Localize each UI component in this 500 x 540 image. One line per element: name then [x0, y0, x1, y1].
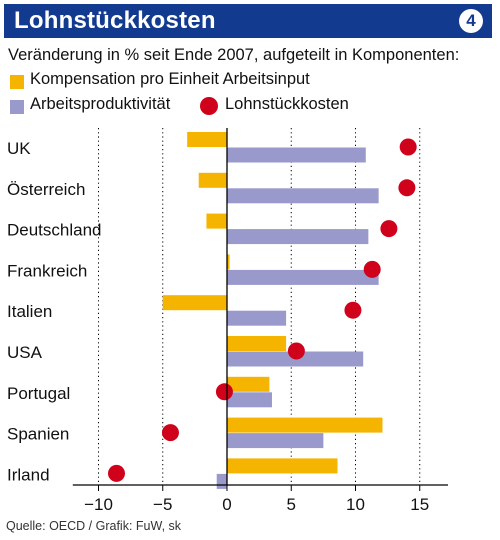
- legend-swatch-produktivitaet: [10, 100, 24, 114]
- category-label: Deutschland: [7, 221, 102, 240]
- chart-subtitle: Veränderung in % seit Ende 2007, aufgete…: [8, 46, 460, 64]
- category-label: Spanien: [7, 425, 69, 444]
- legend-swatch-kompensation: [10, 75, 24, 89]
- point-lohnstueckkosten: [398, 179, 416, 197]
- bar-kompensation: [227, 336, 287, 351]
- category-label: UK: [7, 139, 31, 158]
- x-tick-label: 10: [346, 495, 365, 514]
- source-note: Quelle: OECD / Grafik: FuW, sk: [6, 519, 182, 533]
- point-lohnstueckkosten: [161, 424, 179, 442]
- bar-kompensation: [227, 254, 230, 270]
- category-label: Portugal: [7, 384, 70, 403]
- legend-label-lohnstueck: Lohnstückkosten: [225, 95, 349, 113]
- bar-kompensation: [198, 172, 227, 188]
- bar-kompensation: [227, 376, 270, 392]
- category-label: Irland: [7, 465, 50, 484]
- bar-kompensation: [162, 295, 227, 311]
- legend-label-produktivitaet: Arbeitsproduktivität: [30, 95, 171, 113]
- x-tick-label: 5: [287, 495, 296, 514]
- chart-title: Lohnstückkosten: [14, 7, 216, 34]
- bar-kompensation: [187, 132, 227, 147]
- category-label: Frankreich: [7, 261, 87, 280]
- bar-produktivitaet: [227, 392, 272, 408]
- point-lohnstueckkosten: [399, 138, 417, 156]
- bar-produktivitaet: [227, 147, 366, 163]
- bar-produktivitaet: [227, 433, 324, 449]
- point-lohnstueckkosten: [344, 301, 362, 319]
- title-bar: Lohnstückkosten 4: [4, 4, 492, 38]
- bar-produktivitaet: [227, 188, 379, 204]
- point-lohnstueckkosten: [363, 260, 381, 278]
- point-lohnstueckkosten: [287, 342, 305, 360]
- bar-produktivitaet: [227, 269, 379, 285]
- point-lohnstueckkosten: [215, 383, 233, 401]
- chart-plot: UK Österreich Deutschland Frankreich Italien…: [7, 128, 449, 514]
- x-tick-label: 0: [222, 495, 231, 514]
- legend-label-kompensation: Kompensation pro Einheit Arbeitsinput: [30, 70, 310, 88]
- bar-kompensation: [227, 417, 383, 433]
- x-tick-label: −10: [84, 495, 113, 514]
- category-label: Italien: [7, 302, 52, 321]
- chart-number-badge: 4: [459, 9, 483, 33]
- x-tick-label: 15: [410, 495, 429, 514]
- bar-kompensation: [227, 458, 338, 474]
- legend-marker-lohnstueck: [200, 97, 218, 115]
- x-tick-label: −5: [153, 495, 172, 514]
- point-lohnstueckkosten: [107, 464, 125, 482]
- bar-produktivitaet: [227, 310, 287, 326]
- bar-produktivitaet: [227, 229, 369, 245]
- category-label: USA: [7, 343, 43, 362]
- point-lohnstueckkosten: [380, 220, 398, 238]
- category-label: Österreich: [7, 180, 85, 199]
- bar-produktivitaet: [216, 473, 227, 489]
- bar-kompensation: [206, 213, 227, 229]
